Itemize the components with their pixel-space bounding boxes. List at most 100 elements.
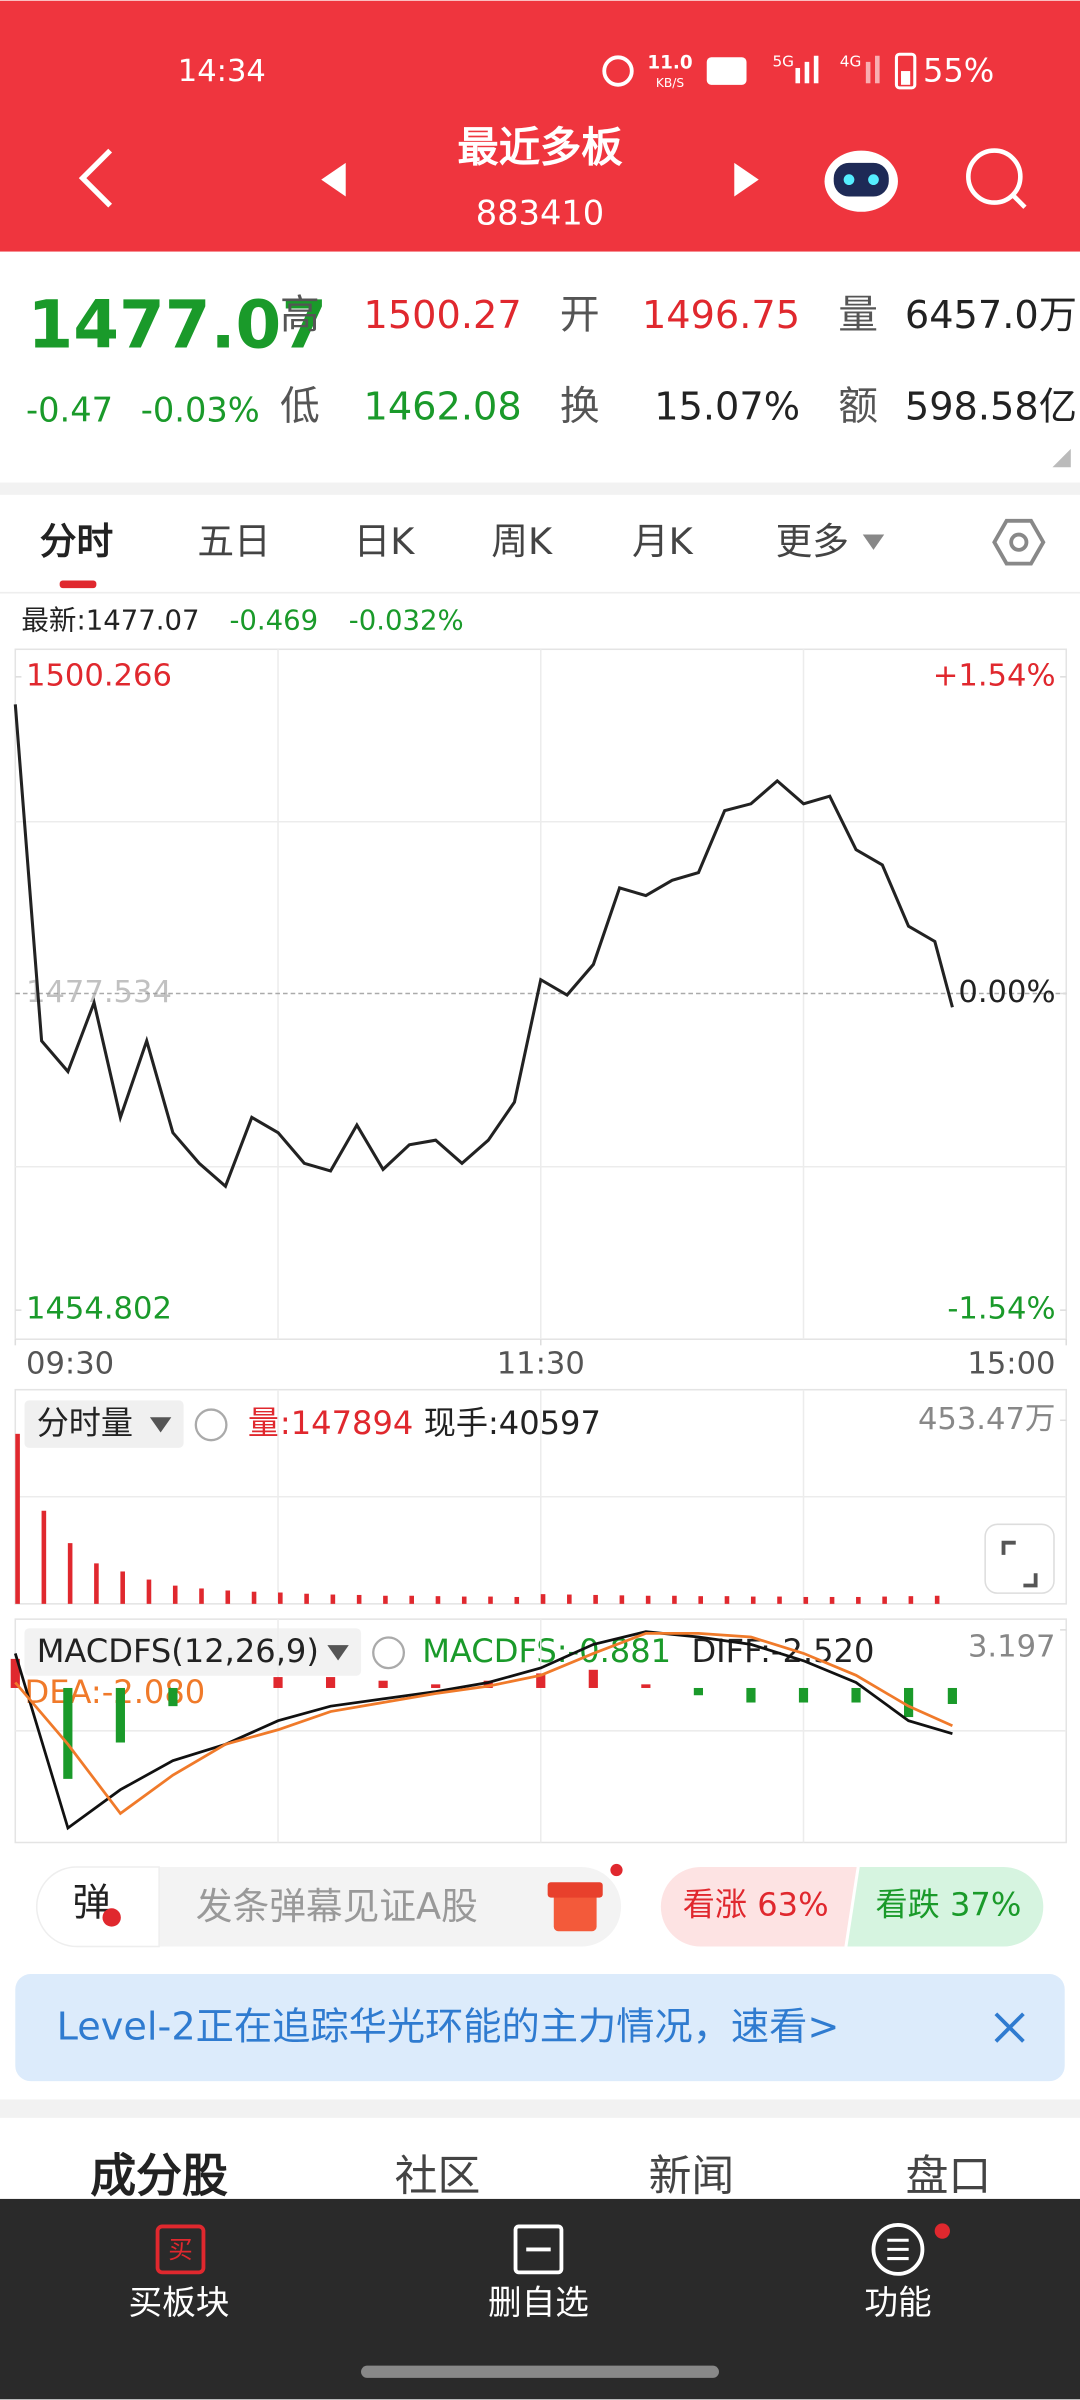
fullscreen-bg: [985, 1524, 1054, 1593]
chart-tab[interactable]: 日K: [354, 520, 416, 563]
volume-bar: [882, 1597, 887, 1604]
volume-bar: [909, 1596, 914, 1604]
volume-bar: [751, 1597, 756, 1604]
volume-bar: [514, 1597, 519, 1604]
y-tick-label: 1500.266: [26, 658, 172, 693]
stat-value: 6457.0万: [905, 294, 1077, 338]
bear-label: 看跌 37%: [876, 1886, 1022, 1924]
volume-bar: [777, 1597, 782, 1604]
price-change: -0.47: [26, 391, 113, 430]
fullscreen-button[interactable]: [985, 1524, 1054, 1593]
expand-corner[interactable]: [1052, 449, 1070, 467]
volume-bar: [225, 1590, 230, 1603]
volume-bar: [567, 1595, 572, 1604]
macd-selector-label: MACDFS(12,26,9): [37, 1632, 319, 1670]
page: {"status_bar":{"time":"14:34","net_speed…: [0, 0, 1080, 2400]
gift-icon: [548, 1882, 603, 1897]
assistant-button[interactable]: [825, 151, 898, 212]
page-title: 最近多板: [457, 124, 623, 172]
section-tab[interactable]: 社区: [395, 2152, 481, 2202]
volume-bar: [935, 1596, 940, 1604]
banner-text: Level-2正在追踪华光环能的主力情况，速看>: [57, 2006, 840, 2050]
hd-icon: [707, 57, 747, 85]
robot-eye: [868, 174, 879, 185]
volume-bar: [199, 1588, 204, 1603]
macd-bar: [168, 1688, 177, 1706]
latest-change-pct: -0.032%: [349, 605, 464, 637]
x-tick-label: 11:30: [497, 1347, 585, 1382]
tab-indicator: [60, 580, 97, 588]
badge: [935, 2223, 950, 2238]
macd-bar: [904, 1688, 913, 1717]
volume-bar: [541, 1594, 546, 1604]
latest-change: -0.469: [229, 605, 318, 637]
volume-bar: [672, 1596, 677, 1604]
chart-tab[interactable]: 月K: [632, 520, 694, 563]
help-icon[interactable]: [196, 1410, 227, 1441]
volume-bar: [94, 1563, 99, 1603]
divider: [0, 483, 1080, 495]
battery-level: [901, 71, 910, 85]
network-label: 5G: [772, 52, 794, 70]
volume-bar: [803, 1597, 808, 1604]
page-code: 883410: [476, 193, 604, 232]
latest-price: 最新:1477.07: [21, 605, 199, 637]
volume-bar: [830, 1597, 835, 1604]
volume-bar: [42, 1511, 47, 1604]
badge: [610, 1864, 622, 1876]
nav-item[interactable]: 删自选: [488, 2283, 589, 2322]
chart-tab[interactable]: 周K: [491, 520, 553, 563]
settings-button[interactable]: [994, 521, 1043, 564]
chart-tab[interactable]: 分时: [40, 520, 113, 563]
help-icon[interactable]: [373, 1638, 404, 1669]
macd-bar: [746, 1688, 755, 1703]
volume-selector-label: 分时量: [37, 1404, 133, 1442]
stat-label: 额: [838, 384, 878, 430]
section-tab[interactable]: 盘口: [906, 2152, 992, 2202]
macd-bar: [851, 1688, 860, 1703]
y-tick-label: 1477.534: [26, 975, 172, 1010]
volume-bar: [278, 1593, 283, 1604]
signal: [875, 56, 880, 84]
x-tick-label: 09:30: [26, 1347, 114, 1382]
stat-value: 598.58亿: [905, 386, 1077, 430]
volume-bar: [409, 1596, 414, 1604]
net-speed: 11.0: [647, 52, 692, 73]
volume-bar: [646, 1596, 651, 1604]
stat-label: 换: [560, 384, 600, 430]
diff-value: DIFF:-2.520: [691, 1632, 874, 1670]
section-tab[interactable]: 成分股: [90, 2149, 228, 2203]
macd-bar: [799, 1688, 808, 1703]
settings-icon: [1011, 535, 1026, 550]
macd-bar: [116, 1688, 125, 1743]
stat-value: 1500.27: [364, 294, 522, 338]
macd-bar: [948, 1688, 957, 1704]
volume-bar: [252, 1592, 257, 1604]
robot-face: [834, 163, 889, 197]
stat-value: 15.07%: [654, 386, 800, 430]
battery-text: 55%: [923, 52, 994, 90]
macd-bar: [694, 1688, 703, 1695]
dropdown-arrow: [863, 535, 884, 550]
volume-bar: [725, 1596, 730, 1604]
volume-bar: [120, 1571, 125, 1603]
volume-bar: [856, 1597, 861, 1604]
nav-item[interactable]: 功能: [864, 2283, 931, 2322]
divider: [0, 2099, 1080, 2117]
stat-label: 高: [280, 292, 320, 338]
chart-tab[interactable]: 五日: [197, 520, 270, 563]
volume-bar: [698, 1596, 703, 1604]
x-tick-label: 15:00: [967, 1347, 1055, 1382]
signal: [795, 68, 800, 83]
net-unit: KB/S: [656, 76, 685, 90]
stat-label: 量: [838, 292, 878, 338]
price-change-pct: -0.03%: [141, 391, 260, 430]
volume-bar: [68, 1543, 73, 1604]
nav-item[interactable]: 买板块: [129, 2283, 230, 2322]
screen: 14:34 11.0 KB/S 5G 4G 55% 最近多板 883410 14…: [0, 0, 1080, 2400]
volume-bar: [357, 1595, 362, 1604]
status-time: 14:34: [178, 54, 266, 89]
section-tab[interactable]: 新闻: [649, 2152, 735, 2202]
chart-tab[interactable]: 更多: [776, 520, 849, 563]
signal: [814, 56, 819, 84]
